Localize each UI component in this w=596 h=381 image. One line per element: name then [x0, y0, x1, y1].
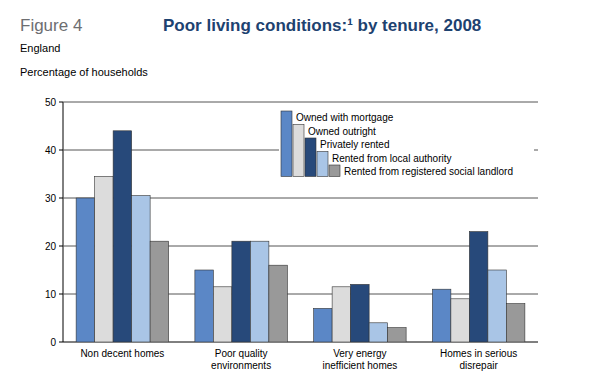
y-tick [59, 294, 63, 295]
y-tick [59, 342, 63, 343]
grid-line [63, 102, 538, 103]
x-tick-label: Non decent homes [80, 348, 164, 359]
bar [351, 284, 370, 342]
bar [150, 241, 169, 342]
bar [388, 328, 407, 342]
bar [250, 241, 269, 342]
bar [232, 241, 251, 342]
bar [432, 289, 451, 342]
x-tick-label-line: Poor quality [215, 348, 268, 359]
y-tick [59, 246, 63, 247]
legend-swatch [293, 125, 304, 177]
x-tick-label-line: environments [211, 360, 271, 371]
x-tick-label-line: inefficient homes [322, 360, 397, 371]
x-tick-label-line: Homes in serious [440, 348, 517, 359]
y-axis [63, 102, 64, 342]
y-tick-label: 20 [45, 241, 57, 252]
bar [195, 270, 214, 342]
x-tick-label-line: Non decent homes [80, 348, 164, 359]
x-tick-label: Homes in seriousdisrepair [440, 348, 517, 371]
legend-label: Privately rented [320, 139, 389, 150]
legend-label: Owned with mortgage [296, 112, 394, 123]
y-tick-label: 10 [45, 289, 57, 300]
title: Poor living conditions:¹ by tenure, 2008 [163, 16, 481, 35]
legend-label: Rented from local authority [332, 153, 452, 164]
y-tick-label: 30 [45, 193, 57, 204]
bar [76, 198, 95, 342]
chart: Figure 4 Poor living conditions:¹ by tenu… [0, 0, 596, 381]
bar [132, 196, 151, 342]
y-label: Percentage of households [20, 66, 148, 78]
y-tick-label: 40 [45, 145, 57, 156]
bar [506, 304, 525, 342]
bar [95, 176, 114, 342]
y-tick [59, 198, 63, 199]
bar [314, 308, 333, 342]
bar [113, 131, 132, 342]
y-tick-label: 50 [45, 97, 57, 108]
y-tick [59, 102, 63, 103]
legend-swatch [317, 152, 328, 177]
x-tick-label: Very energyinefficient homes [322, 348, 397, 371]
legend-swatch [329, 165, 340, 177]
legend-swatch [305, 138, 316, 177]
bar [488, 270, 507, 342]
legend-label: Rented from registered social landlord [344, 166, 513, 177]
y-tick-label: 0 [50, 337, 56, 348]
x-tick-label-line: Very energy [333, 348, 386, 359]
bar [469, 232, 488, 342]
legend-bg [279, 109, 534, 181]
bar [332, 287, 351, 342]
x-tick-label: Poor qualityenvironments [211, 348, 271, 371]
legend-label: Owned outright [308, 126, 376, 137]
y-tick [59, 150, 63, 151]
subtitle: England [20, 42, 60, 54]
bar [451, 299, 470, 342]
figure-label: Figure 4 [20, 16, 82, 35]
bar [269, 265, 288, 342]
bar [213, 287, 232, 342]
bar [369, 323, 388, 342]
x-tick-label-line: disrepair [459, 360, 498, 371]
legend-swatch [281, 111, 292, 177]
